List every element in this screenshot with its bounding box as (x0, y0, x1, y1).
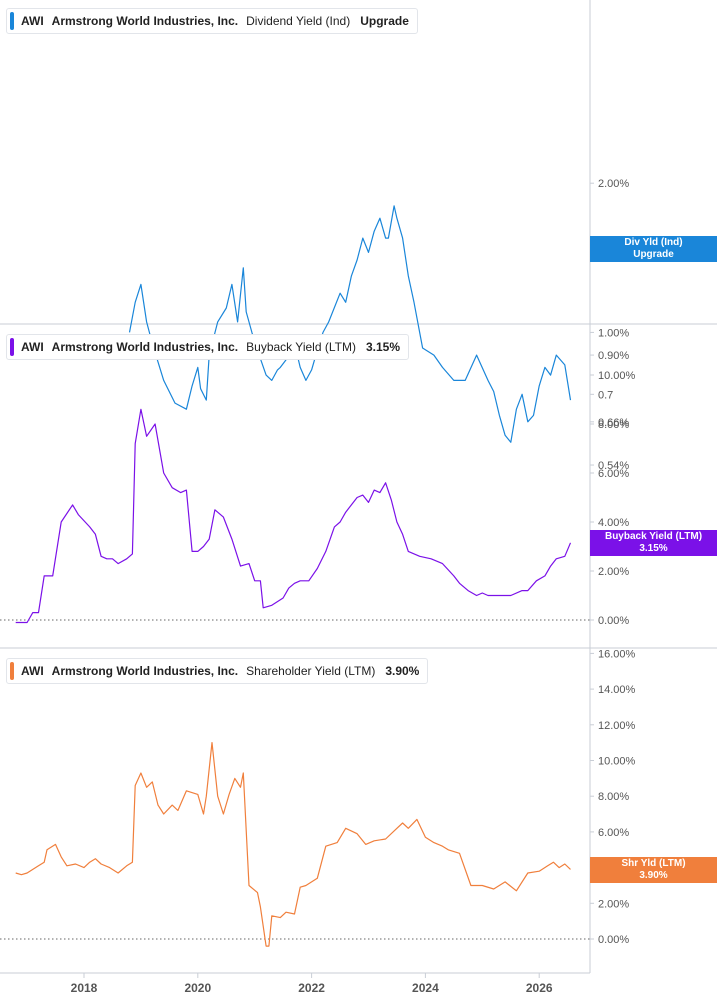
x-tick-label: 2018 (71, 981, 98, 995)
y-tick-label: 2.00% (598, 898, 629, 910)
y-tick-label: 0.66% (598, 417, 629, 429)
last-value-tag-dividend: Div Yld (Ind) Upgrade (590, 236, 717, 262)
x-tick-label: 2026 (526, 981, 553, 995)
legend-swatch-shareholder (10, 662, 14, 680)
legend-value: 3.15% (365, 340, 400, 354)
legend-shareholder-yield[interactable]: AWI Armstrong World Industries, Inc. Sha… (6, 658, 429, 684)
y-tick-label: 8.00% (598, 419, 629, 431)
y-tick-label: 0.54% (598, 460, 629, 472)
y-tick-label: 0.7 (598, 389, 613, 401)
last-value-tag-buyback: Buyback Yield (LTM) 3.15% (590, 530, 717, 556)
y-tick-label: 12.00% (598, 720, 636, 732)
legend-metric: Shareholder Yield (LTM) (246, 664, 376, 678)
last-value-tag-shareholder: Shr Yld (LTM) 3.90% (590, 857, 717, 883)
series-line-shareholder-yield (15, 742, 571, 947)
legend-swatch-buyback (10, 338, 14, 356)
y-tick-label: 2.00% (598, 178, 629, 190)
y-tick-label: 1.00% (598, 327, 629, 339)
legend-company: Armstrong World Industries, Inc. (51, 664, 239, 678)
tag-value: Upgrade (633, 249, 674, 260)
y-tick-label: 6.00% (598, 827, 629, 839)
series-line-dividend-yield (128, 205, 572, 443)
x-tick-label: 2024 (412, 981, 439, 995)
legend-metric: Buyback Yield (LTM) (246, 340, 356, 354)
y-tick-label: 0.00% (598, 934, 629, 946)
y-tick-label: 0.90% (598, 350, 629, 362)
y-tick-label: 14.00% (598, 684, 636, 696)
legend-company: Armstrong World Industries, Inc. (51, 14, 239, 28)
legend-metric: Dividend Yield (Ind) (246, 14, 351, 28)
legend-dividend-yield[interactable]: AWI Armstrong World Industries, Inc. Div… (6, 8, 418, 34)
tag-label: Div Yld (Ind) (624, 237, 683, 248)
y-tick-label: 10.00% (598, 370, 636, 382)
legend-ticker: AWI (21, 340, 44, 354)
y-tick-label: 4.00% (598, 517, 629, 529)
tag-label: Shr Yld (LTM) (621, 858, 686, 869)
tag-value: 3.90% (639, 870, 668, 881)
y-tick-label: 8.00% (598, 791, 629, 803)
x-tick-label: 2020 (184, 981, 211, 995)
y-tick-label: 6.00% (598, 468, 629, 480)
legend-ticker: AWI (21, 14, 44, 28)
legend-swatch-dividend (10, 12, 14, 30)
legend-buyback-yield[interactable]: AWI Armstrong World Industries, Inc. Buy… (6, 334, 409, 360)
y-tick-label: 2.00% (598, 566, 629, 578)
legend-value-upgrade[interactable]: Upgrade (360, 14, 409, 28)
tag-value: 3.15% (639, 543, 668, 554)
legend-company: Armstrong World Industries, Inc. (51, 340, 239, 354)
x-tick-label: 2022 (298, 981, 325, 995)
tag-label: Buyback Yield (LTM) (604, 531, 703, 542)
series-line-buyback-yield (15, 408, 572, 624)
legend-ticker: AWI (21, 664, 44, 678)
y-tick-label: 0.00% (598, 615, 629, 627)
y-tick-label: 16.00% (598, 648, 636, 660)
legend-value: 3.90% (385, 664, 420, 678)
y-tick-label: 10.00% (598, 756, 636, 768)
